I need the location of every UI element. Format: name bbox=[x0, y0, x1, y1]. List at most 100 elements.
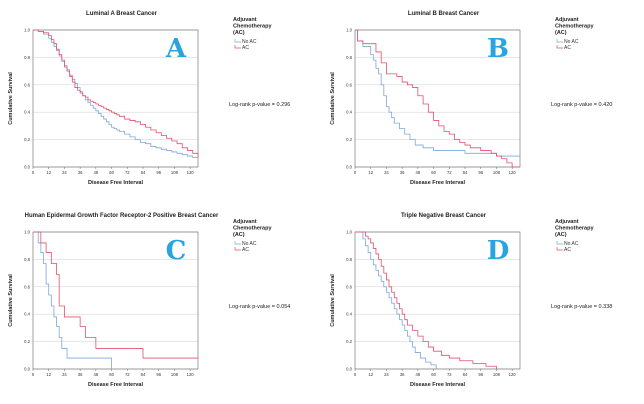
legend-title-line: Adjuvant bbox=[555, 219, 579, 225]
y-tick-label: 0.2 bbox=[346, 137, 352, 142]
series-line-ac bbox=[355, 231, 497, 369]
x-tick-label: 48 bbox=[416, 170, 421, 175]
y-tick-label: 0.4 bbox=[24, 312, 30, 317]
legend-title-line: Adjuvant bbox=[233, 17, 257, 23]
series-line-no-ac bbox=[33, 29, 198, 158]
x-tick-label: 12 bbox=[46, 372, 51, 377]
legend-title-line: Adjuvant bbox=[233, 219, 257, 225]
y-tick-label: 0.0 bbox=[346, 367, 352, 372]
y-tick-label: 1.0 bbox=[346, 28, 352, 33]
x-tick-label: 0 bbox=[32, 170, 35, 175]
y-axis-label: Cumulative Survival bbox=[8, 274, 14, 327]
plot-frame bbox=[32, 29, 199, 168]
x-tick-label: 60 bbox=[431, 170, 436, 175]
plot-frame bbox=[354, 231, 521, 370]
km-chart: Triple Negative Breast Cancer 0.0 0.2 0.4 0.… bbox=[330, 213, 612, 388]
legend-title-line: Chemotherapy bbox=[555, 24, 594, 30]
x-tick-label: 0 bbox=[354, 170, 357, 175]
p-value-annotation: Log-rank p-value = 0.420 bbox=[551, 102, 612, 108]
p-value-annotation: Log-rank p-value = 0.296 bbox=[229, 102, 290, 108]
y-tick-label: 0.0 bbox=[24, 165, 30, 170]
p-value-annotation: Log-rank p-value = 0.054 bbox=[229, 304, 290, 310]
x-tick-label: 24 bbox=[384, 170, 389, 175]
legend-title-line: (AC) bbox=[555, 30, 567, 36]
y-tick-label: 0.4 bbox=[346, 312, 352, 317]
x-axis-label: Disease Free Interval bbox=[88, 382, 144, 388]
legend-swatch bbox=[556, 247, 563, 251]
legend-title-line: Chemotherapy bbox=[555, 226, 594, 232]
x-tick-label: 48 bbox=[416, 372, 421, 377]
x-tick-label: 120 bbox=[187, 170, 195, 175]
x-axis-label: Disease Free Interval bbox=[410, 382, 466, 388]
panel-letter: A bbox=[165, 34, 187, 64]
x-tick-label: 36 bbox=[400, 170, 405, 175]
y-tick-label: 0.6 bbox=[24, 284, 30, 289]
legend-entry: No AC bbox=[242, 39, 257, 45]
series-line-ac bbox=[33, 231, 198, 359]
series-line-no-ac bbox=[33, 231, 112, 369]
x-tick-label: 120 bbox=[509, 170, 517, 175]
km-chart: Luminal B Breast Cancer 0.0 0.2 0.4 0.6 0.8 1.… bbox=[330, 11, 612, 186]
x-tick-label: 48 bbox=[94, 170, 99, 175]
legend-title-line: (AC) bbox=[233, 30, 245, 36]
y-tick-label: 0.6 bbox=[346, 284, 352, 289]
y-tick-label: 0.2 bbox=[24, 339, 30, 344]
x-tick-label: 12 bbox=[46, 170, 51, 175]
chart-title: Luminal B Breast Cancer bbox=[408, 11, 480, 17]
y-tick-label: 0.8 bbox=[346, 55, 352, 60]
series-line-ac bbox=[355, 29, 520, 168]
y-tick-label: 0.2 bbox=[346, 339, 352, 344]
y-tick-label: 0.4 bbox=[346, 110, 352, 115]
legend-swatch bbox=[234, 241, 241, 245]
legend-entry: AC bbox=[242, 45, 249, 51]
y-tick-label: 0.2 bbox=[24, 137, 30, 142]
y-tick-label: 0.0 bbox=[346, 165, 352, 170]
panel-b: Luminal B Breast Cancer 0.0 0.2 0.4 0.6 0.8 1.… bbox=[322, 0, 644, 202]
x-tick-label: 108 bbox=[493, 170, 501, 175]
chart-title: Triple Negative Breast Cancer bbox=[401, 213, 487, 219]
legend-swatch bbox=[234, 45, 241, 49]
x-tick-label: 24 bbox=[62, 372, 67, 377]
p-value-annotation: Log-rank p-value = 0.338 bbox=[551, 304, 612, 310]
x-tick-label: 84 bbox=[463, 372, 468, 377]
x-tick-label: 72 bbox=[447, 372, 452, 377]
x-tick-label: 84 bbox=[141, 372, 146, 377]
series-line-no-ac bbox=[355, 29, 520, 157]
x-tick-label: 60 bbox=[431, 372, 436, 377]
legend-title-line: Chemotherapy bbox=[233, 24, 272, 30]
x-tick-label: 108 bbox=[493, 372, 501, 377]
x-tick-label: 108 bbox=[171, 372, 179, 377]
x-tick-label: 60 bbox=[109, 372, 114, 377]
legend-swatch bbox=[556, 45, 563, 49]
legend-entry: No AC bbox=[564, 39, 579, 45]
x-tick-label: 12 bbox=[368, 170, 373, 175]
y-axis-label: Cumulative Survival bbox=[330, 72, 336, 125]
legend-swatch bbox=[234, 39, 241, 43]
x-tick-label: 72 bbox=[447, 170, 452, 175]
x-tick-label: 72 bbox=[125, 372, 130, 377]
x-tick-label: 36 bbox=[400, 372, 405, 377]
panel-d: Triple Negative Breast Cancer 0.0 0.2 0.4 0.… bbox=[322, 202, 644, 404]
plot-frame bbox=[354, 29, 521, 168]
legend-entry: No AC bbox=[242, 241, 257, 247]
legend-swatch bbox=[234, 247, 241, 251]
y-tick-label: 1.0 bbox=[24, 230, 30, 235]
x-tick-label: 96 bbox=[478, 170, 483, 175]
x-tick-label: 72 bbox=[125, 170, 130, 175]
x-tick-label: 96 bbox=[156, 170, 161, 175]
y-tick-label: 0.8 bbox=[24, 257, 30, 262]
legend-entry: AC bbox=[564, 247, 571, 253]
x-tick-label: 12 bbox=[368, 372, 373, 377]
panel-a: Luminal A Breast Cancer 0.0 0.2 0.4 0.6 0.8 1.… bbox=[0, 0, 322, 202]
y-tick-label: 0.6 bbox=[24, 82, 30, 87]
y-axis-label: Cumulative Survival bbox=[330, 274, 336, 327]
km-chart: Human Epidermal Growth Factor Receptor-2… bbox=[8, 213, 290, 388]
x-tick-label: 48 bbox=[94, 372, 99, 377]
x-tick-label: 24 bbox=[62, 170, 67, 175]
series-line-ac bbox=[33, 29, 199, 158]
legend-title-line: (AC) bbox=[233, 232, 245, 238]
x-tick-label: 84 bbox=[463, 170, 468, 175]
chart-title: Luminal A Breast Cancer bbox=[86, 11, 158, 17]
km-chart: Luminal A Breast Cancer 0.0 0.2 0.4 0.6 0.8 1.… bbox=[8, 11, 290, 186]
legend-swatch bbox=[556, 39, 563, 43]
